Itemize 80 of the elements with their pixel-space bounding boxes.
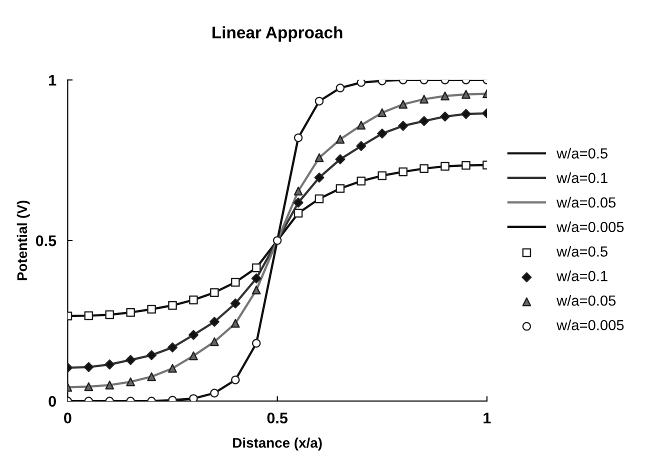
legend-label: w/a=0.05: [556, 196, 616, 208]
point: [462, 160, 470, 170]
point: [252, 263, 261, 272]
legend-label: w/a=0.05: [556, 295, 616, 306]
point: [462, 90, 470, 99]
point: [230, 375, 240, 384]
point: [252, 338, 261, 348]
point: [440, 162, 450, 171]
point: [126, 377, 136, 386]
point: [460, 108, 472, 119]
point: [294, 208, 303, 218]
legend-label: w/a=0.5: [556, 148, 608, 159]
point: [189, 394, 198, 402]
point: [210, 388, 219, 398]
x-axis-title: Distance (x/a): [233, 438, 322, 451]
point: [104, 359, 115, 370]
legend-label: w/a=0.5: [556, 246, 608, 257]
y-tick-label: 1: [49, 74, 56, 86]
point: [440, 112, 450, 122]
point: [210, 288, 219, 297]
point: [398, 167, 408, 176]
point: [126, 354, 136, 366]
point: [105, 380, 114, 390]
point: [168, 300, 177, 310]
point: [314, 172, 324, 183]
point: [84, 382, 94, 392]
point: [230, 318, 240, 328]
point: [398, 120, 408, 131]
legend-label: w/a=0.005: [556, 320, 624, 330]
point: [146, 350, 157, 360]
point: [314, 96, 324, 106]
point: [336, 184, 345, 193]
point: [314, 194, 324, 204]
y-tick-label: 0.5: [36, 235, 56, 246]
point: [294, 186, 303, 196]
point: [230, 278, 240, 287]
point: [420, 94, 428, 104]
x-tick-label: 0: [64, 412, 72, 424]
point: [188, 330, 198, 340]
point: [356, 141, 366, 152]
point: [147, 304, 156, 314]
point: [189, 296, 198, 304]
point: [105, 310, 114, 320]
point: [293, 198, 304, 208]
x-tick-label: 1: [484, 412, 491, 424]
point: [378, 171, 387, 180]
point: [251, 273, 262, 284]
point: [272, 236, 282, 245]
point: [168, 364, 177, 373]
point: [398, 100, 408, 109]
legend-label: w/a=0.1: [556, 270, 608, 282]
point: [419, 116, 430, 126]
point: [440, 92, 450, 100]
chart-title: Linear Approach: [212, 26, 342, 42]
point: [314, 153, 324, 162]
point: [210, 337, 219, 346]
point: [335, 154, 346, 164]
point: [209, 316, 220, 327]
point: [147, 372, 156, 382]
y-axis-title: Potential (V): [16, 200, 30, 280]
point: [168, 342, 178, 352]
point: [252, 286, 261, 294]
point: [84, 362, 94, 372]
point: [189, 351, 198, 360]
point: [420, 164, 428, 174]
point: [294, 133, 303, 142]
point: [84, 311, 94, 320]
point: [230, 298, 240, 308]
point: [378, 108, 387, 118]
point: [356, 176, 366, 186]
x-tick-label: 0.5: [267, 412, 288, 424]
point: [126, 308, 136, 317]
point: [356, 80, 366, 87]
point: [336, 134, 345, 144]
point: [377, 128, 388, 139]
legend-label: w/a=0.005: [556, 221, 624, 232]
point: [356, 120, 366, 130]
legend-label: w/a=0.1: [556, 172, 608, 184]
y-tick-label: 0: [48, 396, 56, 407]
point: [336, 84, 345, 92]
